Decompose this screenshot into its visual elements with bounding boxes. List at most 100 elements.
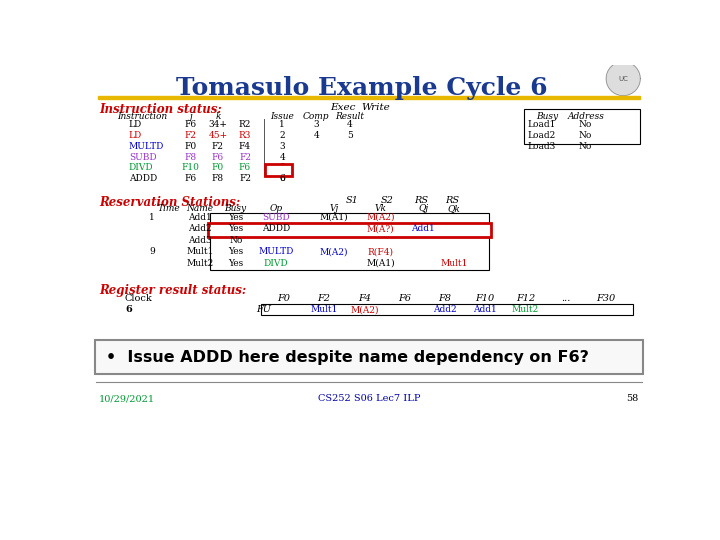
Text: Op: Op [269,204,282,213]
FancyBboxPatch shape [94,340,642,374]
Text: Mult2: Mult2 [186,259,214,268]
Text: Reservation Stations:: Reservation Stations: [99,195,240,208]
Text: 45+: 45+ [208,131,228,140]
Text: Instruction status:: Instruction status: [99,103,222,116]
Text: •  Issue ADDD here despite name dependency on F6?: • Issue ADDD here despite name dependenc… [106,350,588,365]
Text: F2: F2 [318,294,330,303]
Text: ...: ... [561,294,570,303]
Text: LD: LD [129,131,142,140]
Text: 58: 58 [626,394,639,403]
Text: ADDD: ADDD [262,224,290,233]
Text: Yes: Yes [228,224,243,233]
Text: MULTD: MULTD [129,142,164,151]
Text: No: No [578,142,592,151]
Text: SUBD: SUBD [262,213,290,221]
Text: 6: 6 [125,305,132,314]
Text: 9: 9 [149,247,155,256]
Text: 4: 4 [313,131,319,140]
Text: Comp: Comp [303,112,330,121]
Text: Add2: Add2 [433,305,456,314]
Text: LD: LD [129,120,142,129]
Text: Name: Name [186,204,214,213]
Text: F6: F6 [398,294,411,303]
Text: F2: F2 [239,153,251,161]
Text: R2: R2 [239,120,251,129]
Text: k: k [215,112,220,121]
Text: Add1: Add1 [411,224,435,233]
Text: Load2: Load2 [527,131,555,140]
Text: CS252 S06 Lec7 ILP: CS252 S06 Lec7 ILP [318,394,420,403]
Text: F12: F12 [516,294,535,303]
Text: 4: 4 [347,120,353,129]
Text: Qj: Qj [418,204,428,213]
Text: 1: 1 [279,120,285,129]
Text: F6: F6 [185,120,197,129]
Text: Address: Address [567,112,604,121]
Text: 34+: 34+ [208,120,228,129]
Text: F6: F6 [212,153,224,161]
Text: Mult1: Mult1 [186,247,214,256]
Text: 10/29/2021: 10/29/2021 [99,394,156,403]
Text: Result: Result [335,112,364,121]
Bar [210,213,489,271]
Text: M(A2): M(A2) [320,247,348,256]
Text: No: No [229,236,243,245]
Text: Issue: Issue [270,112,294,121]
Text: Tomasulo Example Cycle 6: Tomasulo Example Cycle 6 [176,76,547,100]
Text: F0: F0 [185,142,197,151]
Text: RS: RS [414,195,428,205]
Text: F0: F0 [277,294,290,303]
FancyBboxPatch shape [265,164,292,177]
Text: Exec: Exec [330,103,356,112]
Text: No: No [578,120,592,129]
Text: R3: R3 [239,131,251,140]
Text: 6: 6 [279,174,285,183]
Text: Busy: Busy [225,204,247,213]
Text: MULTD: MULTD [258,247,294,256]
Text: Instruction: Instruction [117,112,168,121]
Text: Register result status:: Register result status: [99,284,246,297]
Text: Add1: Add1 [473,305,497,314]
Text: Mult1: Mult1 [441,259,468,268]
Text: UC: UC [618,76,628,82]
Text: 3: 3 [279,142,285,151]
Text: F2: F2 [185,131,197,140]
Text: Clock: Clock [125,294,153,303]
Text: F2: F2 [212,142,224,151]
Text: M(A2): M(A2) [350,305,379,314]
Text: F8: F8 [185,153,197,161]
Text: 5: 5 [279,164,285,172]
Text: M(A1): M(A1) [366,259,395,268]
Polygon shape [606,62,640,96]
Text: Mult1: Mult1 [310,305,338,314]
Text: Mult2: Mult2 [512,305,539,314]
Text: Yes: Yes [228,259,243,268]
Text: F4: F4 [239,142,251,151]
Bar [524,109,640,144]
Text: Vj: Vj [330,204,338,213]
FancyBboxPatch shape [208,224,492,237]
Text: DIVD: DIVD [264,259,288,268]
Bar [261,304,634,315]
Text: F0: F0 [212,164,224,172]
Text: No: No [578,131,592,140]
Text: 6: 6 [279,174,285,183]
Text: F10: F10 [182,164,199,172]
Text: DIVD: DIVD [129,164,153,172]
Text: F4: F4 [358,294,371,303]
Text: Add1: Add1 [188,213,212,221]
Text: Busy: Busy [536,112,558,121]
Text: Qk: Qk [448,204,461,213]
Text: F6: F6 [239,164,251,172]
Text: S2: S2 [381,195,394,205]
Text: RS: RS [445,195,459,205]
Text: j: j [189,112,192,121]
Text: M(A1): M(A1) [320,213,348,221]
Text: 2: 2 [279,131,285,140]
Text: Add3: Add3 [188,236,212,245]
Text: SUBD: SUBD [129,153,156,161]
Text: Write: Write [361,103,390,112]
Text: F10: F10 [476,294,495,303]
Text: R(F4): R(F4) [368,247,394,256]
Text: Vk: Vk [374,204,387,213]
